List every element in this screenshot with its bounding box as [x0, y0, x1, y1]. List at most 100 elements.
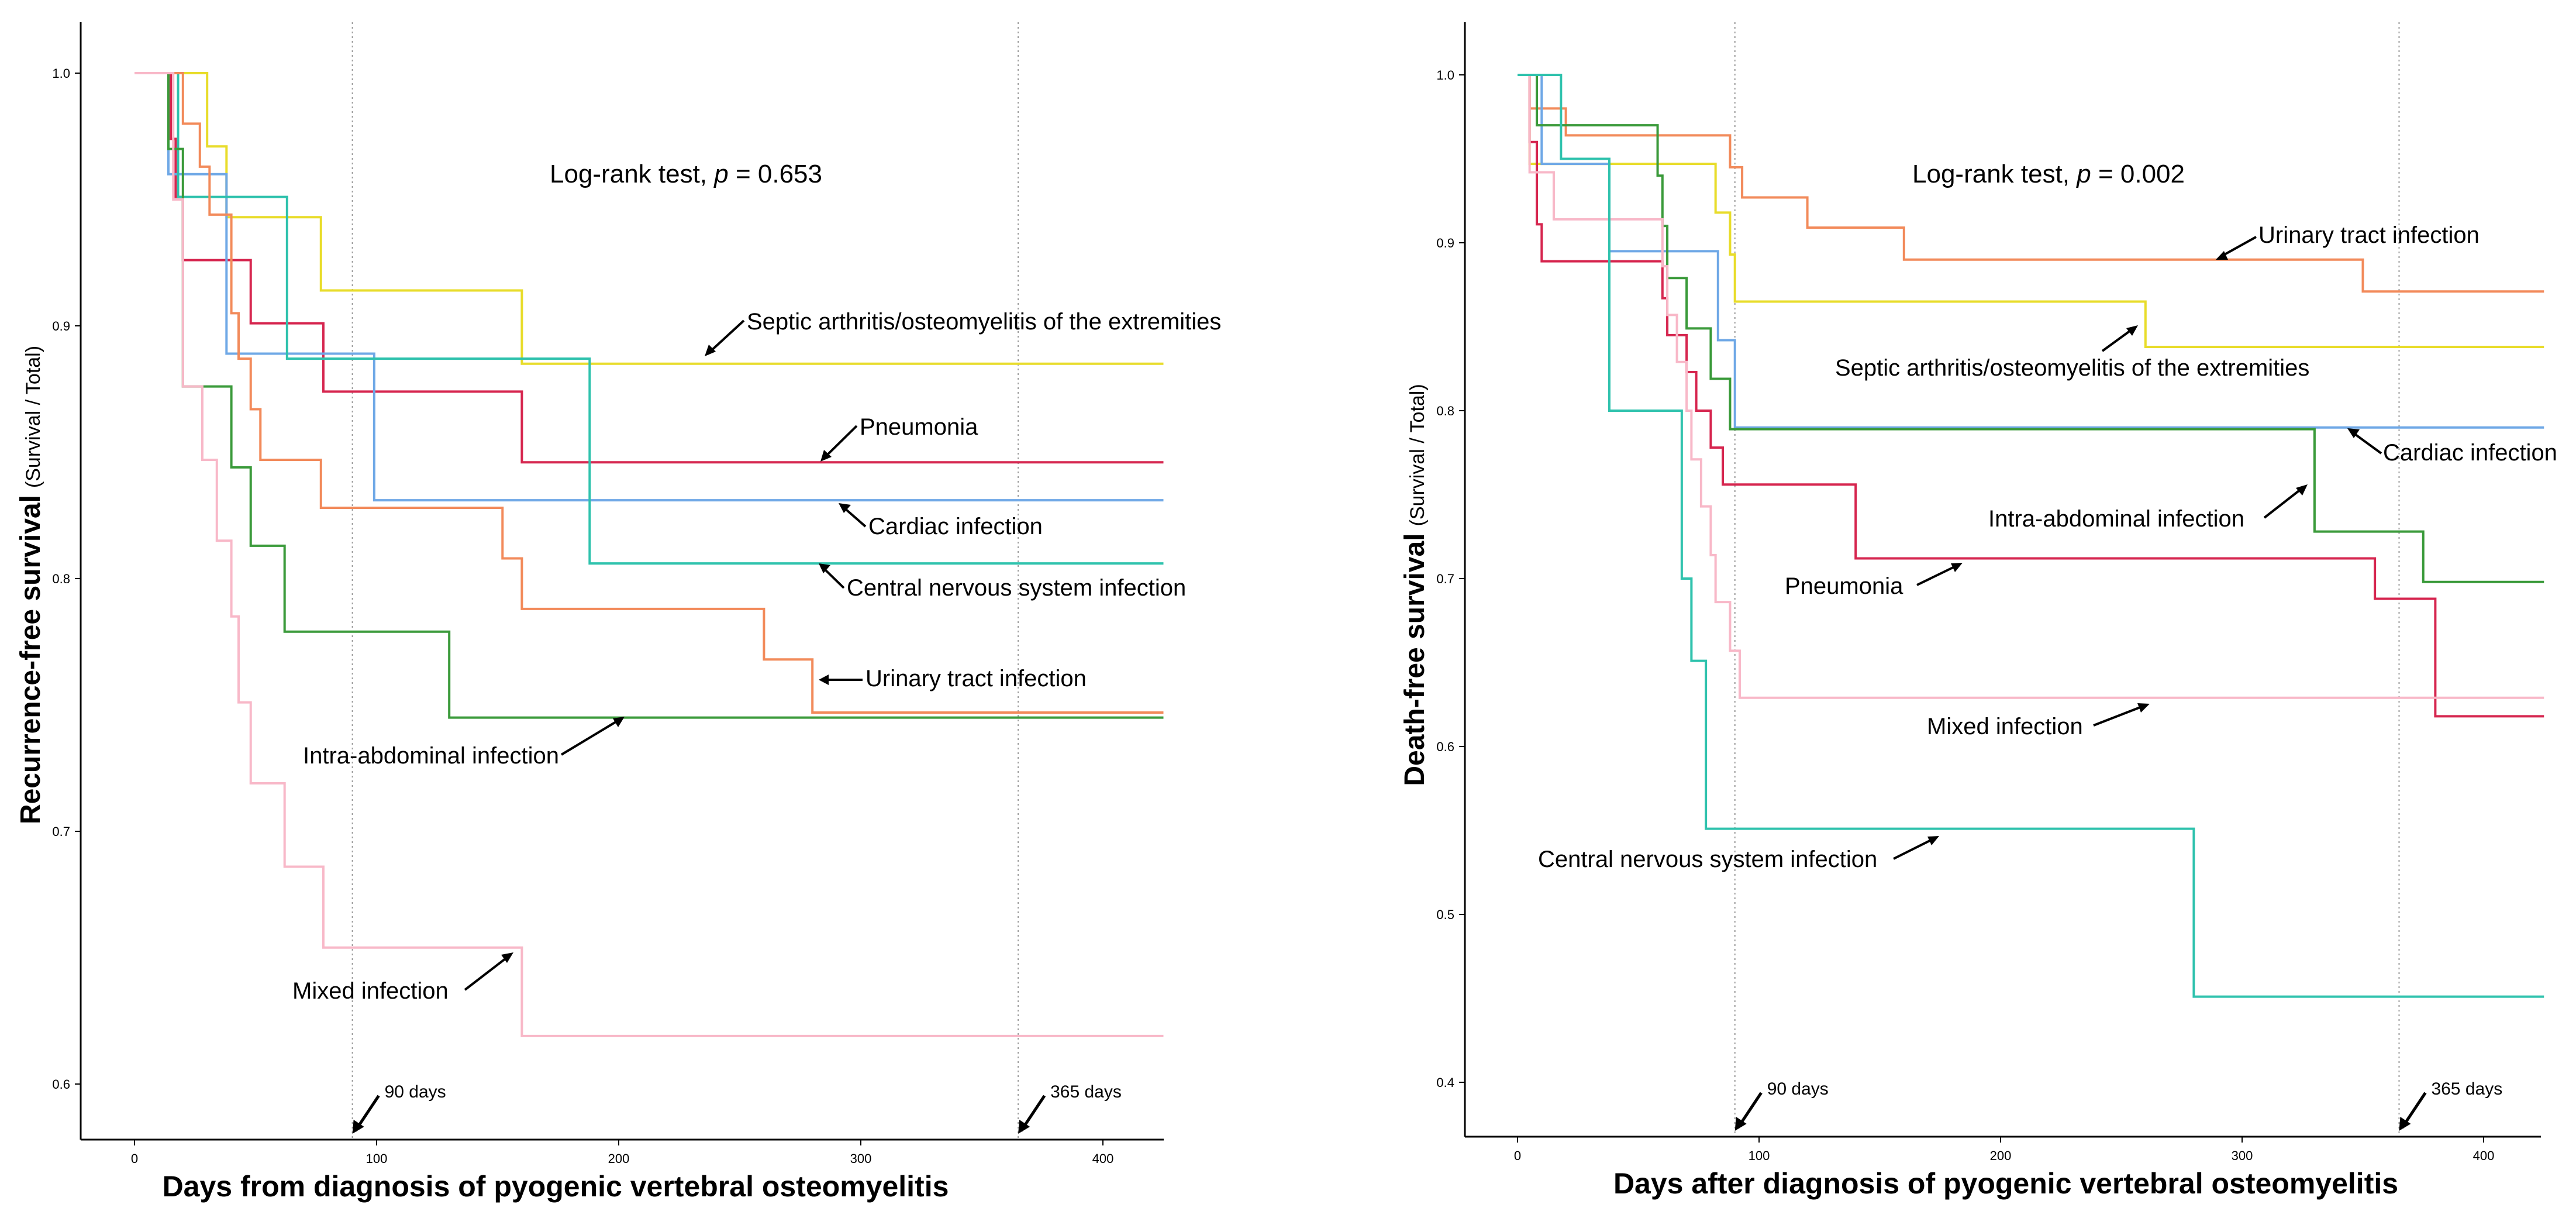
day-markers: 90 days 365 days: [352, 1082, 1122, 1134]
x-ticks: 0 100 200 300 400: [1514, 1137, 2494, 1163]
day-marker-label: 365 days: [1050, 1082, 1122, 1102]
label-septic-arthritis: Septic arthritis/osteomyelitis of the ex…: [747, 309, 1221, 335]
label-mixed-infection: Mixed infection: [292, 978, 449, 1004]
x-tick-label: 0: [1514, 1148, 1521, 1163]
y-axis-label: Death-free survival(Survival / Total): [1399, 384, 1430, 786]
survival-curves: [1518, 74, 2544, 998]
arrowhead-septic: [2126, 325, 2138, 336]
label-intra-abdominal-infection: Intra-abdominal infection: [303, 743, 559, 769]
label-urinary-tract-infection: Urinary tract infection: [2258, 222, 2480, 248]
curve-septic-arthritis-osteomyelitis-of-the-extremities: [1518, 74, 2544, 348]
arrowhead-pneumonia: [1951, 563, 1963, 572]
day-markers: 90 days 365 days: [1734, 1079, 2502, 1131]
reference-lines: [351, 22, 1019, 1140]
recurrence-free-panel: 0.6 0.7 0.8 0.9 1.0 0 100 200 300 400 90 days 365…: [15, 22, 1221, 1203]
y-tick-label: 0.5: [1436, 907, 1454, 922]
x-ticks: 0 100 200 300 400: [131, 1140, 1113, 1166]
day-marker-label: 90 days: [385, 1082, 446, 1102]
log-rank-text: Log-rank test, p = 0.653: [550, 160, 822, 188]
arrowhead-mixed: [2137, 703, 2150, 713]
arrowhead-cns: [1927, 836, 1939, 845]
log-rank-text: Log-rank test, p = 0.002: [1912, 160, 2185, 188]
label-mixed-infection: Mixed infection: [1927, 714, 2083, 739]
annotation-arrows: [464, 319, 867, 991]
arrowhead-cardiac: [839, 503, 851, 513]
curve-septic-arthritis-osteomyelitis-of-the-extremities: [135, 72, 1164, 365]
x-tick-label: 200: [608, 1151, 630, 1166]
day-marker-arrowhead: [352, 1120, 364, 1134]
arrow-mixed: [464, 954, 512, 991]
x-tick-label: 400: [2473, 1148, 2495, 1163]
arrowhead-cns: [819, 563, 830, 573]
x-tick-label: 200: [1990, 1148, 2012, 1163]
y-tick-label: 0.8: [1436, 404, 1454, 418]
curve-central-nervous-system-infection: [135, 72, 1164, 565]
label-cardiac-infection: Cardiac infection: [868, 514, 1043, 539]
arrow-urinary: [2219, 236, 2257, 259]
y-tick-label: 1.0: [52, 66, 70, 81]
y-tick-label: 1.0: [1436, 68, 1454, 82]
y-tick-label: 0.6: [52, 1077, 70, 1092]
x-tick-label: 100: [1749, 1148, 1770, 1163]
arrowhead-urinary: [819, 675, 829, 685]
arrowhead-mixed: [501, 952, 513, 963]
curve-pneumonia: [1518, 74, 2544, 718]
day-marker-label: 365 days: [2431, 1079, 2502, 1099]
y-tick-label: 0.9: [1436, 236, 1454, 250]
label-cardiac-infection: Cardiac infection: [2383, 440, 2557, 466]
y-axis-label: Recurrence-free survival(Survival / Tota…: [15, 346, 46, 824]
label-cns-infection: Central nervous system infection: [847, 575, 1186, 601]
y-ticks: 0.6 0.7 0.8 0.9 1.0: [52, 66, 81, 1092]
arrow-intra-abdominal: [560, 717, 623, 756]
arrowhead-intra-abdominal: [2296, 484, 2308, 496]
y-ticks: 0.4 0.5 0.6 0.7 0.8 0.9 1.0: [1436, 68, 1465, 1090]
arrowhead-urinary: [2216, 251, 2228, 260]
arrow-pneumonia: [822, 425, 858, 460]
curve-central-nervous-system-infection: [1518, 74, 2544, 998]
day-marker-arrowhead: [1018, 1120, 1030, 1134]
arrow-pneumonia: [1916, 563, 1960, 586]
curve-pneumonia: [135, 72, 1164, 464]
label-pneumonia: Pneumonia: [860, 414, 978, 440]
arrow-cns: [1893, 837, 1936, 860]
curve-cardiac-infection: [135, 72, 1164, 502]
arrowhead-septic: [705, 345, 716, 356]
curve-urinary-tract-infection: [135, 72, 1164, 714]
curve-mixed-infection: [135, 72, 1164, 1037]
annotation-arrows: [1893, 236, 2382, 860]
annotation-arrowheads: [501, 345, 851, 963]
curve-intra-abdominal-infection: [1518, 74, 2544, 583]
y-tick-label: 0.9: [52, 319, 70, 333]
y-tick-label: 0.6: [1436, 739, 1454, 754]
arrow-intra-abdominal: [2263, 486, 2305, 519]
arrow-mixed: [2093, 704, 2147, 727]
label-pneumonia: Pneumonia: [1785, 573, 1903, 599]
x-tick-label: 300: [850, 1151, 872, 1166]
curve-urinary-tract-infection: [1518, 74, 2544, 293]
reference-lines: [1734, 22, 2400, 1137]
y-tick-label: 0.4: [1436, 1075, 1454, 1090]
arrowhead-pneumonia: [820, 450, 832, 462]
survival-curves: [135, 72, 1164, 1037]
day-marker-arrowhead: [1734, 1117, 1747, 1131]
x-tick-label: 400: [1092, 1151, 1114, 1166]
day-marker-arrowhead: [2399, 1117, 2411, 1131]
y-tick-label: 0.8: [52, 572, 70, 586]
x-tick-label: 300: [2232, 1148, 2253, 1163]
label-septic-arthritis: Septic arthritis/osteomyelitis of the ex…: [1835, 355, 2309, 381]
x-tick-label: 100: [366, 1151, 388, 1166]
label-urinary-tract-infection: Urinary tract infection: [865, 666, 1087, 691]
x-axis-label: Days after diagnosis of pyogenic vertebr…: [1613, 1167, 2398, 1200]
arrow-septic-arthritis: [706, 319, 745, 355]
curve-cardiac-infection: [1518, 74, 2544, 429]
curve-intra-abdominal-infection: [135, 72, 1164, 719]
x-axis-label: Days from diagnosis of pyogenic vertebra…: [163, 1170, 949, 1203]
label-intra-abdominal-infection: Intra-abdominal infection: [1988, 506, 2244, 532]
curve-mixed-infection: [1518, 74, 2544, 699]
arrowhead-intra-abdominal: [613, 717, 625, 727]
day-marker-label: 90 days: [1767, 1079, 1829, 1099]
annotation-arrowheads: [1927, 251, 2360, 845]
y-tick-label: 0.7: [1436, 572, 1454, 586]
label-cns-infection: Central nervous system infection: [1538, 847, 1877, 872]
